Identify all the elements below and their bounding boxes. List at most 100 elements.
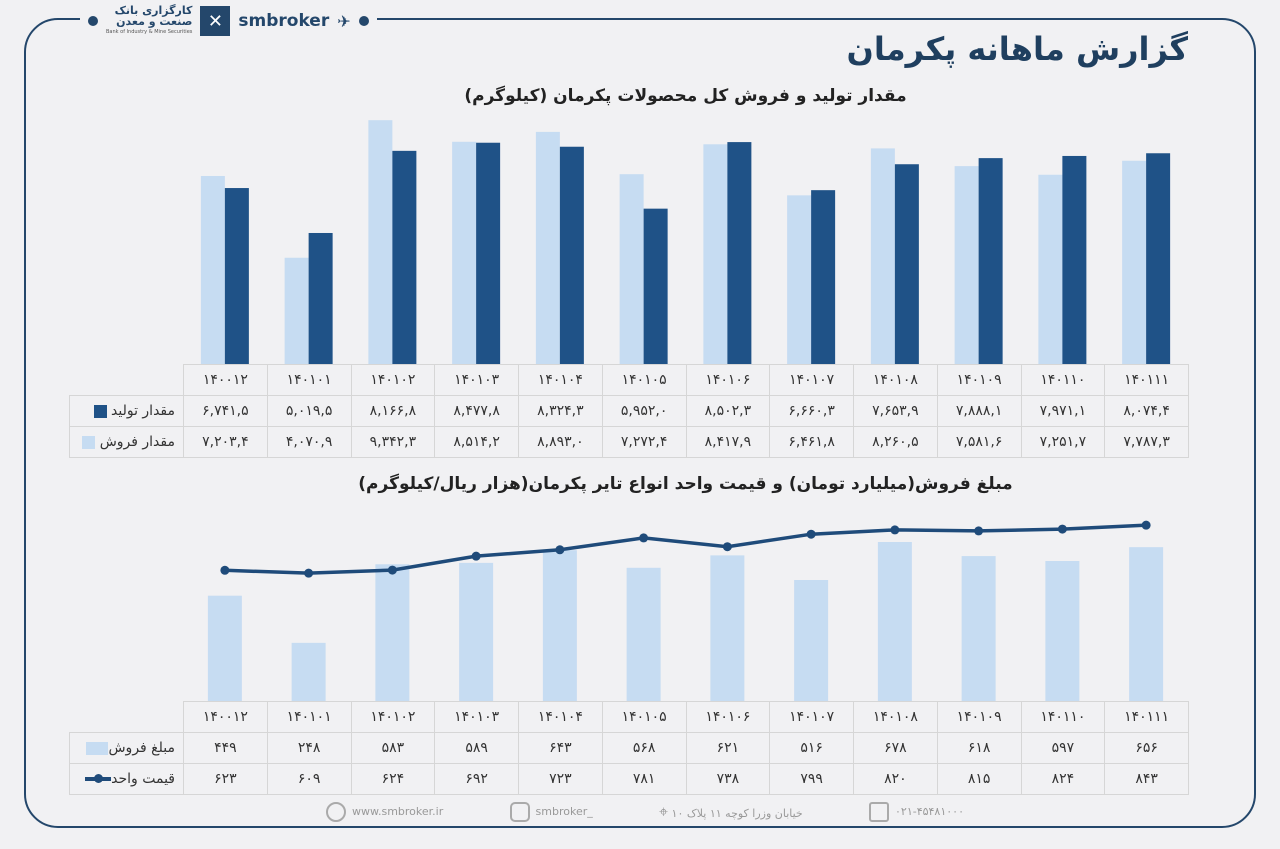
month-cell: ۱۴۰۱۱۱ (1104, 701, 1189, 733)
address-text: خیابان وزرا کوچه ۱۱ پلاک ۱۰ (671, 807, 803, 820)
production-qty-bar (1146, 153, 1171, 364)
footer: www.smbroker.ir smbroker_ خیابان وزرا کو… (320, 802, 970, 822)
bank-logo-text: کارگزاری بانک صنعت و معدن Bank of Industry… (106, 5, 192, 38)
value-cell: ۸,۴۷۷,۸ (434, 395, 519, 427)
value-cell: ۷,۹۷۱,۱ (1020, 395, 1106, 427)
value-cell: ۵۸۹ (434, 732, 519, 764)
page-title: گزارش ماهانه پکرمان (846, 30, 1188, 68)
bank-name-1: کارگزاری بانک (114, 3, 193, 17)
value-cell: ۵۸۳ (350, 732, 436, 764)
report-frame (24, 18, 1256, 828)
empty-cell (69, 364, 184, 396)
month-cell: ۱۴۰۱۰۸ (853, 701, 938, 733)
month-cell: ۱۴۰۱۱۰ (1020, 364, 1106, 396)
legend-label: مبلغ فروش (108, 740, 175, 756)
footer-website[interactable]: www.smbroker.ir (326, 802, 443, 822)
month-cell: ۱۴۰۱۰۶ (685, 701, 771, 733)
value-cell: ۸,۳۲۴,۳ (518, 395, 603, 427)
month-cell: ۱۴۰۱۰۲ (350, 364, 436, 396)
month-cell: ۱۴۰۱۰۷ (769, 364, 854, 396)
legend-label: مقدار تولید (111, 403, 175, 419)
value-cell: ۸۲۴ (1020, 763, 1106, 795)
value-cell: ۸۱۵ (936, 763, 1022, 795)
sales-qty-bar (284, 257, 309, 364)
month-cell: ۱۴۰۱۰۱ (266, 364, 352, 396)
sales-qty-bar (954, 166, 979, 364)
sales-qty-bar (200, 175, 225, 364)
value-cell: ۹,۳۴۲,۳ (350, 426, 436, 458)
production-qty-bar (978, 158, 1003, 364)
chart2-table: ۱۴۰۰۱۲ ۱۴۰۱۰۱ ۱۴۰۱۰۲ ۱۴۰۱۰۳ ۱۴۰۱۰۴ ۱۴۰۱۰۵ ۱۴۰۱… (69, 701, 1189, 795)
sales-amount-bar (877, 542, 912, 701)
table-row: مقدار فروش ۷,۲۰۳,۴ ۴,۰۷۰,۹ ۹,۳۴۲,۳ ۸,۵۱۴,۲ ۸… (69, 426, 1189, 458)
value-cell: ۶,۴۶۱,۸ (769, 426, 854, 458)
unit-price-line (224, 523, 1147, 575)
value-cell: ۷,۷۸۷,۳ (1104, 426, 1189, 458)
value-cell: ۶۹۲ (434, 763, 519, 795)
table-row: قیمت واحد ۶۲۳ ۶۰۹ ۶۲۴ ۶۹۲ ۷۲۳ ۷۸۱ ۷۳۸ ۷۹۹ ۸۲۰ ۸۱۵ ۸… (69, 763, 1189, 795)
month-cell: ۱۴۰۱۰۳ (434, 364, 519, 396)
sales-amount-bar (207, 595, 242, 701)
decor-dot (88, 16, 98, 26)
empty-cell (69, 701, 184, 733)
instagram-text: smbroker_ (535, 805, 593, 818)
legend-swatch (93, 404, 107, 418)
legend-sales: مقدار فروش (69, 426, 184, 458)
sales-qty-bar (535, 131, 560, 364)
value-cell: ۶,۶۶۰,۳ (769, 395, 854, 427)
legend-sales-amount: مبلغ فروش (69, 732, 184, 764)
value-cell: ۷۳۸ (685, 763, 771, 795)
production-qty-bar (559, 146, 584, 364)
value-cell: ۷,۲۷۲,۴ (601, 426, 687, 458)
legend-label: مقدار فروش (99, 434, 175, 450)
production-qty-bar (1062, 155, 1087, 364)
unit-price-point (555, 545, 565, 555)
footer-address: خیابان وزرا کوچه ۱۱ پلاک ۱۰ ⌖ (659, 802, 803, 822)
value-cell: ۸,۰۷۴,۴ (1104, 395, 1189, 427)
chart1-table: ۱۴۰۰۱۲ ۱۴۰۱۰۱ ۱۴۰۱۰۲ ۱۴۰۱۰۳ ۱۴۰۱۰۴ ۱۴۰۱۰۵ ۱۴۰۱… (69, 364, 1189, 458)
unit-price-point (304, 568, 314, 578)
value-cell: ۸,۵۱۴,۲ (434, 426, 519, 458)
value-cell: ۷,۸۸۸,۱ (936, 395, 1022, 427)
month-cell: ۱۴۰۱۰۸ (853, 364, 938, 396)
sales-amount-bar (459, 562, 494, 701)
month-cell: ۱۴۰۱۰۲ (350, 701, 436, 733)
sales-amount-bar (710, 555, 745, 701)
month-cell: ۱۴۰۱۰۹ (936, 701, 1022, 733)
value-cell: ۶۷۸ (853, 732, 938, 764)
value-cell: ۶۰۹ (266, 763, 352, 795)
sales-qty-bar (619, 174, 644, 364)
value-cell: ۸,۵۰۲,۳ (685, 395, 771, 427)
month-cell: ۱۴۰۱۰۵ (601, 701, 687, 733)
value-cell: ۷,۲۵۱,۷ (1020, 426, 1106, 458)
value-cell: ۸۴۳ (1104, 763, 1189, 795)
value-cell: ۵۹۷ (1020, 732, 1106, 764)
value-cell: ۵۶۸ (601, 732, 687, 764)
unit-price-point (974, 526, 984, 536)
legend-production: مقدار تولید (69, 395, 184, 427)
month-cell: ۱۴۰۱۰۵ (601, 364, 687, 396)
value-cell: ۲۴۸ (266, 732, 352, 764)
footer-instagram[interactable]: smbroker_ (509, 802, 593, 822)
footer-phone: ۰۲۱-۴۵۴۸۱۰۰۰ (869, 802, 964, 822)
value-cell: ۴۴۹ (183, 732, 268, 764)
sales-qty-bar (870, 148, 895, 364)
phone-icon (869, 802, 890, 822)
production-qty-bar (392, 150, 417, 364)
value-cell: ۷۲۳ (518, 763, 603, 795)
brand-bar: کارگزاری بانک صنعت و معدن Bank of Industry… (80, 5, 377, 38)
globe-icon (326, 802, 346, 822)
unit-price-point (806, 529, 816, 539)
bank-name-en: Bank of Industry & Mine Securities (106, 28, 193, 35)
sales-qty-bar (368, 120, 393, 364)
value-cell: ۵,۹۵۲,۰ (601, 395, 687, 427)
legend-line-swatch (85, 774, 112, 783)
month-cell: ۱۴۰۱۱۰ (1020, 701, 1106, 733)
table-row: مقدار تولید ۶,۷۴۱,۵ ۵,۰۱۹,۵ ۸,۱۶۶,۸ ۸,۴۷۷,۸… (69, 395, 1189, 427)
legend-swatch (86, 741, 109, 755)
value-cell: ۸۲۰ (853, 763, 938, 795)
production-qty-bar (476, 142, 501, 364)
value-cell: ۴,۰۷۰,۹ (266, 426, 352, 458)
value-cell: ۷,۶۵۳,۹ (853, 395, 938, 427)
